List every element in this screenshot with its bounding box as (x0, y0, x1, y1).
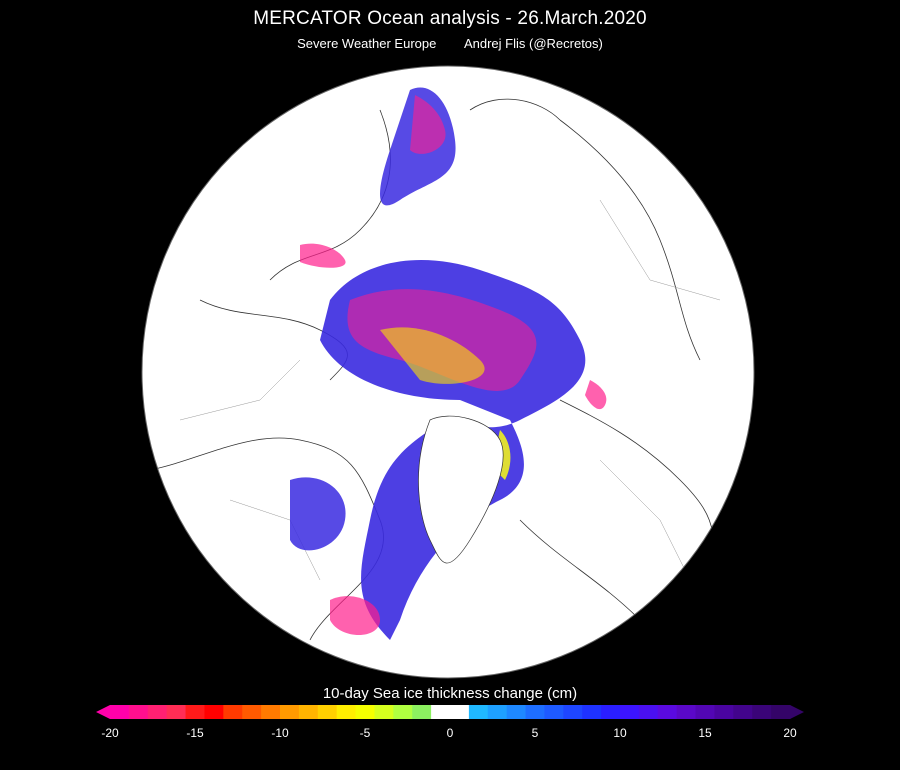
colorbar-tick-label: -15 (186, 726, 204, 740)
colorbar-segment (695, 705, 715, 719)
colorbar-segment (355, 705, 375, 719)
colorbar-segment (280, 705, 300, 719)
colorbar-max-arrow (790, 705, 804, 719)
colorbar-segment (752, 705, 772, 719)
greenland-landmass (418, 415, 504, 564)
colorbar-title: 10-day Sea ice thickness change (cm) (322, 685, 578, 702)
colorbar-segment (771, 705, 791, 719)
map-title: MERCATOR Ocean analysis - 26.March.2020 (253, 8, 647, 29)
colorbar-segment (185, 705, 205, 719)
author-credit: Andrej Flis (@Recretos) (463, 36, 603, 51)
colorbar-segment (431, 705, 451, 719)
colorbar-tick-label: 10 (613, 726, 627, 740)
colorbar-segment (374, 705, 394, 719)
colorbar-segment (261, 705, 281, 719)
colorbar-segment (223, 705, 243, 719)
colorbar-segment (620, 705, 640, 719)
colorbar-segment (601, 705, 621, 719)
colorbar-segment (525, 705, 545, 719)
colorbar-segment (336, 705, 357, 719)
colorbar (96, 705, 804, 719)
colorbar-segment (166, 705, 187, 719)
colorbar-tick-label: -20 (101, 726, 119, 740)
colorbar-segment (657, 705, 678, 719)
colorbar-tick-label: 20 (783, 726, 797, 740)
colorbar-segment (582, 705, 602, 719)
colorbar-segment (110, 705, 130, 719)
colorbar-segment (733, 705, 753, 719)
colorbar-segment (714, 705, 734, 719)
colorbar-segment (317, 705, 338, 719)
colorbar-segment (450, 705, 470, 719)
colorbar-tick-label: 15 (698, 726, 712, 740)
colorbar-tick-label: -10 (271, 726, 289, 740)
colorbar-segment (544, 705, 564, 719)
colorbar-tick-label: -5 (359, 726, 371, 740)
colorbar-tick-label: 5 (531, 726, 539, 740)
map-subtitle: Severe Weather Europe Andrej Flis (@Recr… (0, 36, 900, 51)
colorbar-segment (298, 705, 319, 719)
colorbar-segment (676, 705, 697, 719)
colorbar-segment (506, 705, 527, 719)
colorbar-segment (393, 705, 413, 719)
source-credit: Severe Weather Europe (297, 36, 437, 51)
colorbar-segment (204, 705, 224, 719)
colorbar-segment (563, 705, 583, 719)
colorbar-segment (487, 705, 508, 719)
colorbar-segment (412, 705, 432, 719)
colorbar-tick-label: 0 (446, 726, 454, 740)
colorbar-segment (638, 705, 659, 719)
colorbar-segment (147, 705, 168, 719)
colorbar-min-arrow (96, 705, 110, 719)
colorbar-segment (128, 705, 149, 719)
colorbar-segment (468, 705, 489, 719)
colorbar-segment (242, 705, 262, 719)
